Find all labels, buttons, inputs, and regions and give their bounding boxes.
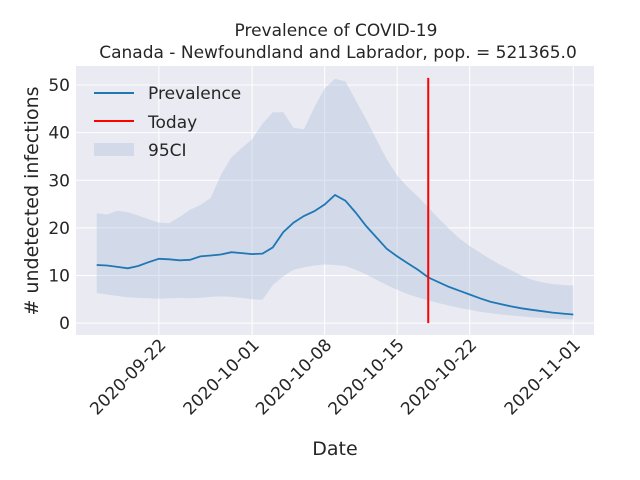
x-tick-label: 2020-09-22 — [86, 335, 170, 419]
x-tick-label: 2020-10-01 — [180, 335, 264, 419]
x-tick-label: 2020-10-08 — [252, 335, 336, 419]
legend-swatch-95ci — [94, 143, 134, 156]
ci-band — [96, 78, 574, 320]
x-tick-label: 2020-10-15 — [325, 335, 409, 419]
legend-label-prevalence: Prevalence — [148, 84, 241, 104]
y-tick-label: 50 — [48, 76, 70, 96]
y-tick-label: 20 — [48, 219, 70, 239]
grid-lines — [76, 66, 594, 335]
y-axis-label: # undetected infections — [21, 86, 43, 315]
legend-label-95ci: 95CI — [148, 141, 187, 161]
legend-label-today: Today — [147, 113, 197, 133]
y-tick-label: 10 — [48, 266, 70, 286]
ci-band-group — [96, 78, 574, 320]
y-tick-label: 30 — [48, 171, 70, 191]
x-axis-label: Date — [312, 438, 357, 460]
series-lines — [96, 77, 574, 324]
x-tick-label: 2020-10-22 — [397, 335, 481, 419]
legend: Prevalence Today 95CI — [94, 84, 241, 161]
y-tick-label: 40 — [48, 124, 70, 144]
x-tick-label: 2020-11-01 — [501, 335, 585, 419]
chart-subtitle: Canada - Newfoundland and Labrador, pop.… — [99, 43, 577, 63]
chart-title: Prevalence of COVID-19 — [235, 21, 438, 41]
y-tick-label: 0 — [59, 314, 70, 334]
x-axis-ticks: 2020-09-22 2020-10-012020-10-082020-10-15… — [86, 335, 584, 419]
plot-area — [76, 66, 594, 335]
prevalence-line — [96, 193, 574, 316]
y-axis-ticks: 0 10 20 30 40 50 — [48, 76, 70, 334]
